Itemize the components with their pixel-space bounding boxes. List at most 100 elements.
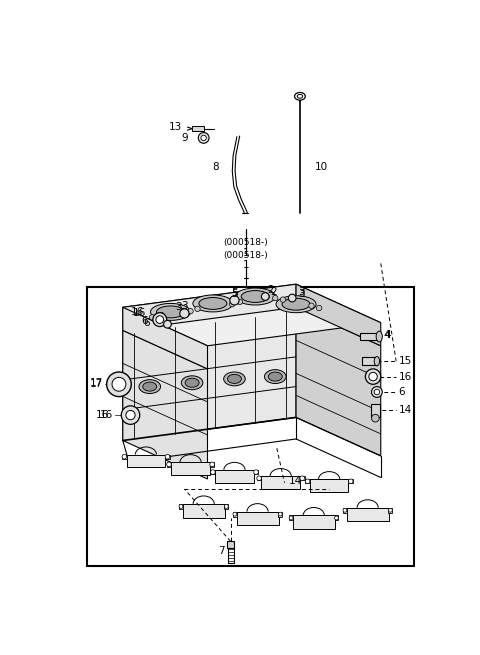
Text: 14: 14 — [398, 405, 412, 415]
Circle shape — [237, 299, 242, 305]
Text: 16: 16 — [100, 410, 114, 420]
Bar — [167, 462, 171, 466]
Text: 7: 7 — [218, 546, 225, 555]
Circle shape — [180, 309, 189, 318]
Bar — [278, 512, 282, 517]
Text: 6: 6 — [143, 318, 150, 328]
Text: 13: 13 — [169, 122, 182, 132]
Text: 2: 2 — [267, 286, 274, 295]
Text: 1: 1 — [243, 248, 249, 258]
Text: 5: 5 — [231, 290, 238, 299]
Ellipse shape — [374, 356, 380, 365]
Text: 3: 3 — [181, 301, 188, 310]
Bar — [293, 515, 336, 529]
Ellipse shape — [264, 369, 286, 384]
Polygon shape — [296, 307, 381, 456]
Text: 4: 4 — [384, 330, 391, 340]
Text: (000518-): (000518-) — [224, 252, 268, 260]
Circle shape — [305, 479, 310, 483]
Ellipse shape — [235, 288, 275, 305]
Polygon shape — [123, 284, 296, 330]
Circle shape — [156, 316, 164, 324]
Circle shape — [278, 512, 282, 516]
Bar — [262, 476, 300, 489]
Bar — [237, 512, 279, 525]
Circle shape — [372, 386, 382, 398]
Circle shape — [262, 293, 269, 301]
Text: 5: 5 — [231, 288, 238, 299]
Circle shape — [122, 455, 127, 459]
Text: 15: 15 — [398, 356, 412, 366]
Ellipse shape — [224, 372, 245, 386]
Bar — [371, 404, 380, 417]
Bar — [210, 462, 215, 466]
Ellipse shape — [143, 382, 157, 391]
Polygon shape — [123, 330, 207, 479]
Circle shape — [257, 476, 262, 481]
Ellipse shape — [199, 297, 227, 309]
Bar — [179, 504, 183, 509]
Circle shape — [309, 303, 314, 309]
Circle shape — [158, 312, 164, 318]
Circle shape — [374, 389, 380, 395]
Circle shape — [369, 372, 377, 381]
Text: 16: 16 — [131, 307, 144, 317]
Circle shape — [126, 411, 135, 420]
Circle shape — [107, 372, 131, 397]
Ellipse shape — [228, 375, 241, 383]
Bar — [305, 479, 310, 483]
Text: 17: 17 — [90, 379, 104, 389]
Bar — [343, 508, 347, 513]
Text: 8: 8 — [213, 162, 219, 172]
Circle shape — [195, 306, 200, 312]
Bar — [171, 462, 210, 475]
Bar — [335, 515, 338, 521]
Bar — [257, 476, 262, 480]
Circle shape — [198, 132, 209, 143]
Bar — [347, 508, 389, 521]
Circle shape — [164, 320, 171, 328]
Circle shape — [121, 406, 140, 424]
Circle shape — [179, 504, 183, 508]
Text: 10: 10 — [315, 162, 328, 172]
Polygon shape — [296, 284, 381, 346]
Circle shape — [343, 508, 347, 512]
Text: (000518-): (000518-) — [224, 238, 268, 247]
Circle shape — [372, 415, 379, 422]
Bar — [211, 470, 215, 474]
Circle shape — [289, 516, 293, 520]
Bar — [225, 504, 228, 509]
Circle shape — [153, 312, 167, 327]
Circle shape — [188, 309, 193, 314]
Text: 6: 6 — [398, 387, 405, 397]
Ellipse shape — [151, 303, 191, 320]
Circle shape — [335, 516, 338, 520]
Bar — [192, 126, 204, 131]
Text: 16: 16 — [96, 410, 109, 420]
Bar — [165, 455, 170, 458]
Text: 3: 3 — [175, 303, 181, 312]
Ellipse shape — [297, 94, 302, 98]
Bar — [310, 479, 348, 492]
Circle shape — [225, 504, 228, 508]
Text: 16: 16 — [398, 371, 412, 382]
Ellipse shape — [268, 372, 282, 381]
Circle shape — [348, 479, 353, 483]
Ellipse shape — [376, 331, 382, 342]
Circle shape — [210, 462, 215, 466]
Circle shape — [165, 455, 170, 459]
Text: 2: 2 — [271, 287, 277, 297]
Polygon shape — [123, 307, 296, 441]
Polygon shape — [123, 284, 381, 346]
Bar — [348, 479, 353, 483]
Ellipse shape — [282, 298, 310, 310]
Ellipse shape — [241, 291, 269, 303]
Text: 16: 16 — [132, 309, 146, 318]
Ellipse shape — [193, 295, 233, 312]
Circle shape — [229, 301, 235, 307]
Bar — [122, 455, 127, 458]
Bar — [227, 542, 234, 548]
Bar — [215, 470, 254, 483]
Bar — [360, 333, 379, 341]
Ellipse shape — [156, 306, 184, 318]
